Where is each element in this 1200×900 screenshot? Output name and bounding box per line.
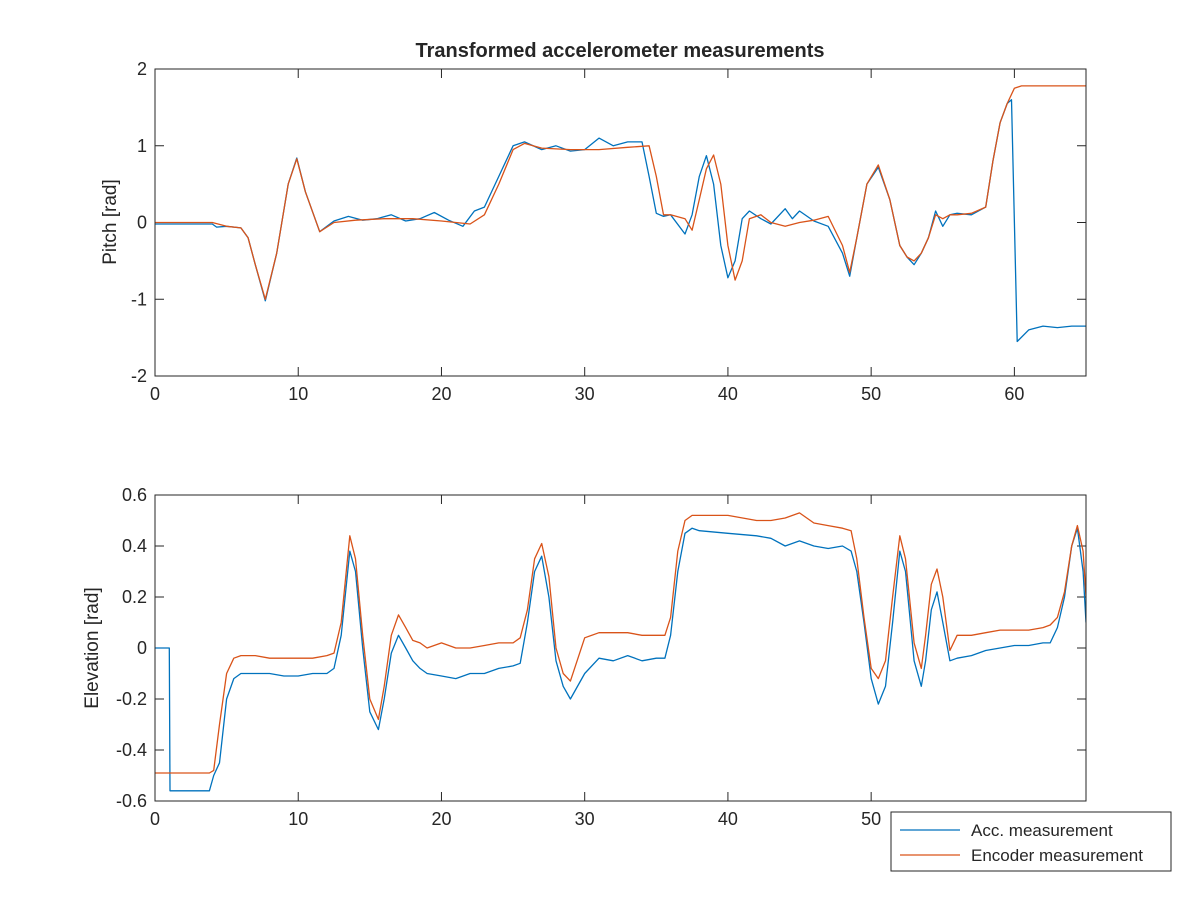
y-tick-label: 0.2 <box>122 587 147 607</box>
x-tick-label: 30 <box>575 384 595 404</box>
legend-box <box>890 811 1172 872</box>
legend: Acc. measurement Encoder measurement <box>890 811 1172 872</box>
series-encoder-measurement-line <box>155 85 1086 300</box>
y-tick-label: -0.4 <box>116 740 147 760</box>
x-tick-label: 0 <box>150 384 160 404</box>
x-tick-label: 40 <box>718 384 738 404</box>
y-tick-label: -1 <box>131 289 147 309</box>
x-tick-label: 30 <box>575 809 595 829</box>
y-tick-label: -2 <box>131 366 147 386</box>
elevation-y-axis-label: Elevation [rad] <box>82 587 103 708</box>
y-tick-label: 0 <box>137 213 147 233</box>
pitch-plot-area <box>155 85 1086 343</box>
x-tick-label: 20 <box>431 384 451 404</box>
elevation-axes: Elevation [rad] 0 10 20 30 40 50-0.6-0.4-0.20… <box>82 485 1087 829</box>
legend-entry-acc: Acc. measurement <box>971 821 1113 840</box>
pitch-y-axis-label: Pitch [rad] <box>100 179 121 265</box>
x-tick-label: 40 <box>718 809 738 829</box>
elevation-axes-frame <box>154 494 1087 802</box>
y-tick-label: -0.2 <box>116 689 147 709</box>
x-tick-label: 10 <box>288 384 308 404</box>
x-tick-label: 50 <box>861 809 881 829</box>
elevation-ticks: 0 10 20 30 40 50 -0.6 -0.4 -0.2 0 0.2 0.4 0.6 <box>116 485 1086 829</box>
y-tick-label: 2 <box>137 59 147 79</box>
x-tick-label: 60 <box>1004 384 1024 404</box>
y-tick-label: 0.4 <box>122 536 147 556</box>
pitch-axes-frame <box>154 68 1087 377</box>
legend-entry-encoder: Encoder measurement <box>971 846 1143 865</box>
series-acc-measurement-line <box>155 99 1086 343</box>
x-tick-label: 0 <box>150 809 160 829</box>
pitch-ticks: 0 10 20 30 40 50 60 -2 -1 0 1 2 <box>131 59 1086 404</box>
pitch-axes: Transformed accelerometer measurements P… <box>100 40 1087 404</box>
y-tick-label: 0.6 <box>122 485 147 505</box>
y-tick-label: 0 <box>137 638 147 658</box>
elevation-plot-area <box>155 512 1086 792</box>
series-acc-measurement-line <box>155 527 1086 792</box>
y-tick-label: 1 <box>137 136 147 156</box>
x-tick-label: 10 <box>288 809 308 829</box>
y-tick-label: -0.6 <box>116 791 147 811</box>
chart-title: Transformed accelerometer measurements <box>415 40 824 62</box>
x-tick-label: 50 <box>861 384 881 404</box>
series-encoder-measurement-line <box>155 512 1086 774</box>
x-tick-label: 20 <box>431 809 451 829</box>
